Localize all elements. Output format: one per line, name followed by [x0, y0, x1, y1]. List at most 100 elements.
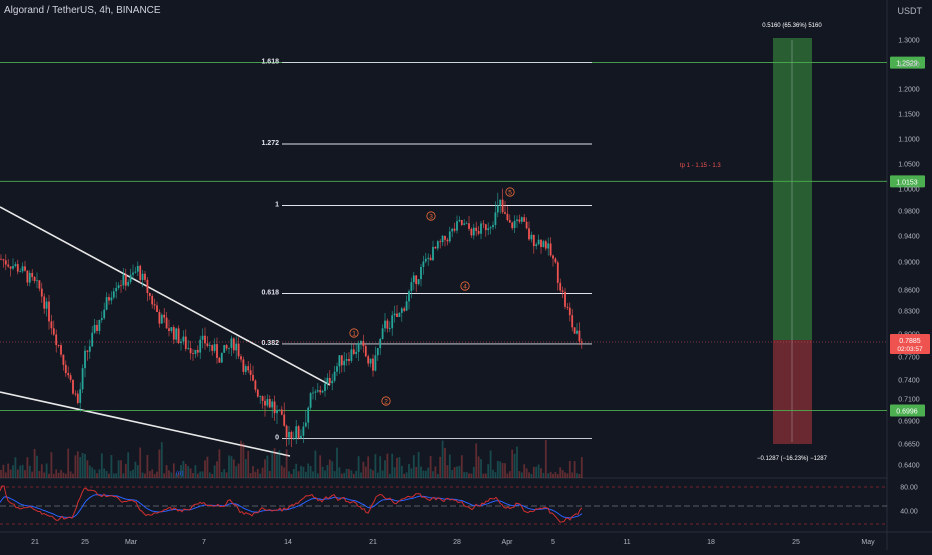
candle[interactable]	[549, 243, 552, 256]
candle[interactable]	[540, 239, 542, 248]
candle[interactable]	[554, 258, 557, 263]
candle[interactable]	[376, 348, 379, 356]
candle[interactable]	[266, 399, 269, 406]
candle[interactable]	[444, 235, 446, 240]
candle[interactable]	[117, 285, 120, 288]
candle[interactable]	[261, 396, 264, 401]
candle[interactable]	[187, 348, 190, 349]
candle[interactable]	[499, 199, 502, 206]
candle[interactable]	[576, 330, 578, 334]
candle[interactable]	[439, 241, 442, 243]
candle[interactable]	[105, 297, 108, 310]
candle[interactable]	[98, 319, 101, 331]
candle[interactable]	[127, 281, 130, 286]
candle[interactable]	[84, 350, 86, 369]
candle[interactable]	[175, 328, 178, 340]
candle[interactable]	[129, 274, 132, 282]
candle[interactable]	[151, 295, 154, 305]
candle[interactable]	[168, 328, 170, 331]
candle[interactable]	[43, 296, 46, 309]
candle[interactable]	[345, 358, 348, 361]
candle[interactable]	[57, 345, 60, 346]
candle[interactable]	[379, 338, 382, 349]
candle[interactable]	[506, 213, 509, 221]
candle[interactable]	[91, 332, 94, 347]
candle[interactable]	[256, 389, 259, 397]
candle[interactable]	[578, 330, 581, 342]
candle[interactable]	[400, 308, 403, 313]
candle[interactable]	[403, 308, 406, 311]
candle[interactable]	[247, 366, 250, 371]
candle[interactable]	[432, 246, 434, 261]
candle[interactable]	[16, 264, 19, 272]
lower-trendline[interactable]	[0, 391, 291, 457]
candle[interactable]	[96, 324, 98, 331]
candle[interactable]	[501, 199, 504, 213]
candle[interactable]	[451, 228, 454, 232]
candle[interactable]	[180, 341, 182, 344]
candle[interactable]	[242, 359, 245, 372]
candle[interactable]	[50, 321, 53, 329]
candle[interactable]	[537, 239, 540, 245]
loss-zone[interactable]	[773, 340, 812, 444]
candle[interactable]	[364, 346, 367, 357]
candle[interactable]	[259, 396, 262, 397]
candle[interactable]	[492, 225, 494, 228]
candle[interactable]	[52, 328, 55, 335]
candle[interactable]	[369, 358, 372, 364]
candle[interactable]	[336, 366, 338, 372]
candle[interactable]	[398, 312, 401, 317]
candle[interactable]	[415, 275, 418, 285]
candle[interactable]	[273, 401, 276, 414]
candle[interactable]	[31, 272, 34, 278]
candle[interactable]	[544, 241, 547, 249]
candle[interactable]	[268, 399, 271, 408]
candle[interactable]	[314, 391, 317, 393]
candle[interactable]	[192, 353, 194, 355]
candle[interactable]	[213, 344, 216, 351]
candle[interactable]	[278, 409, 281, 411]
candle[interactable]	[120, 285, 122, 287]
candle[interactable]	[552, 255, 554, 259]
candle[interactable]	[511, 222, 514, 229]
candle[interactable]	[475, 227, 478, 232]
candle[interactable]	[285, 425, 288, 438]
candle[interactable]	[295, 426, 298, 439]
candle[interactable]	[309, 393, 312, 408]
candle[interactable]	[67, 373, 70, 376]
candle[interactable]	[338, 355, 341, 367]
candle[interactable]	[204, 335, 206, 344]
candle[interactable]	[372, 358, 374, 371]
candle[interactable]	[60, 345, 62, 355]
candle[interactable]	[33, 277, 36, 281]
candle[interactable]	[518, 219, 521, 222]
candle[interactable]	[218, 357, 221, 363]
profit-zone[interactable]	[773, 38, 812, 340]
candle[interactable]	[244, 366, 247, 372]
candle[interactable]	[134, 271, 137, 273]
candle[interactable]	[232, 338, 235, 351]
candle[interactable]	[141, 273, 144, 280]
candle[interactable]	[40, 288, 43, 297]
candle[interactable]	[24, 266, 26, 271]
candle[interactable]	[235, 343, 238, 351]
candle[interactable]	[525, 221, 528, 229]
candle[interactable]	[237, 343, 240, 357]
candle[interactable]	[64, 364, 67, 374]
candle[interactable]	[45, 301, 48, 309]
candle[interactable]	[405, 301, 408, 311]
candle[interactable]	[2, 259, 5, 261]
candle[interactable]	[528, 228, 530, 240]
candle[interactable]	[194, 349, 197, 354]
candle[interactable]	[331, 380, 334, 384]
candle[interactable]	[523, 217, 526, 222]
candle[interactable]	[448, 231, 451, 242]
candle[interactable]	[144, 273, 146, 280]
candle[interactable]	[436, 241, 439, 249]
candle[interactable]	[103, 309, 106, 319]
candle[interactable]	[74, 393, 77, 395]
candle[interactable]	[72, 379, 74, 394]
candle[interactable]	[230, 338, 233, 348]
